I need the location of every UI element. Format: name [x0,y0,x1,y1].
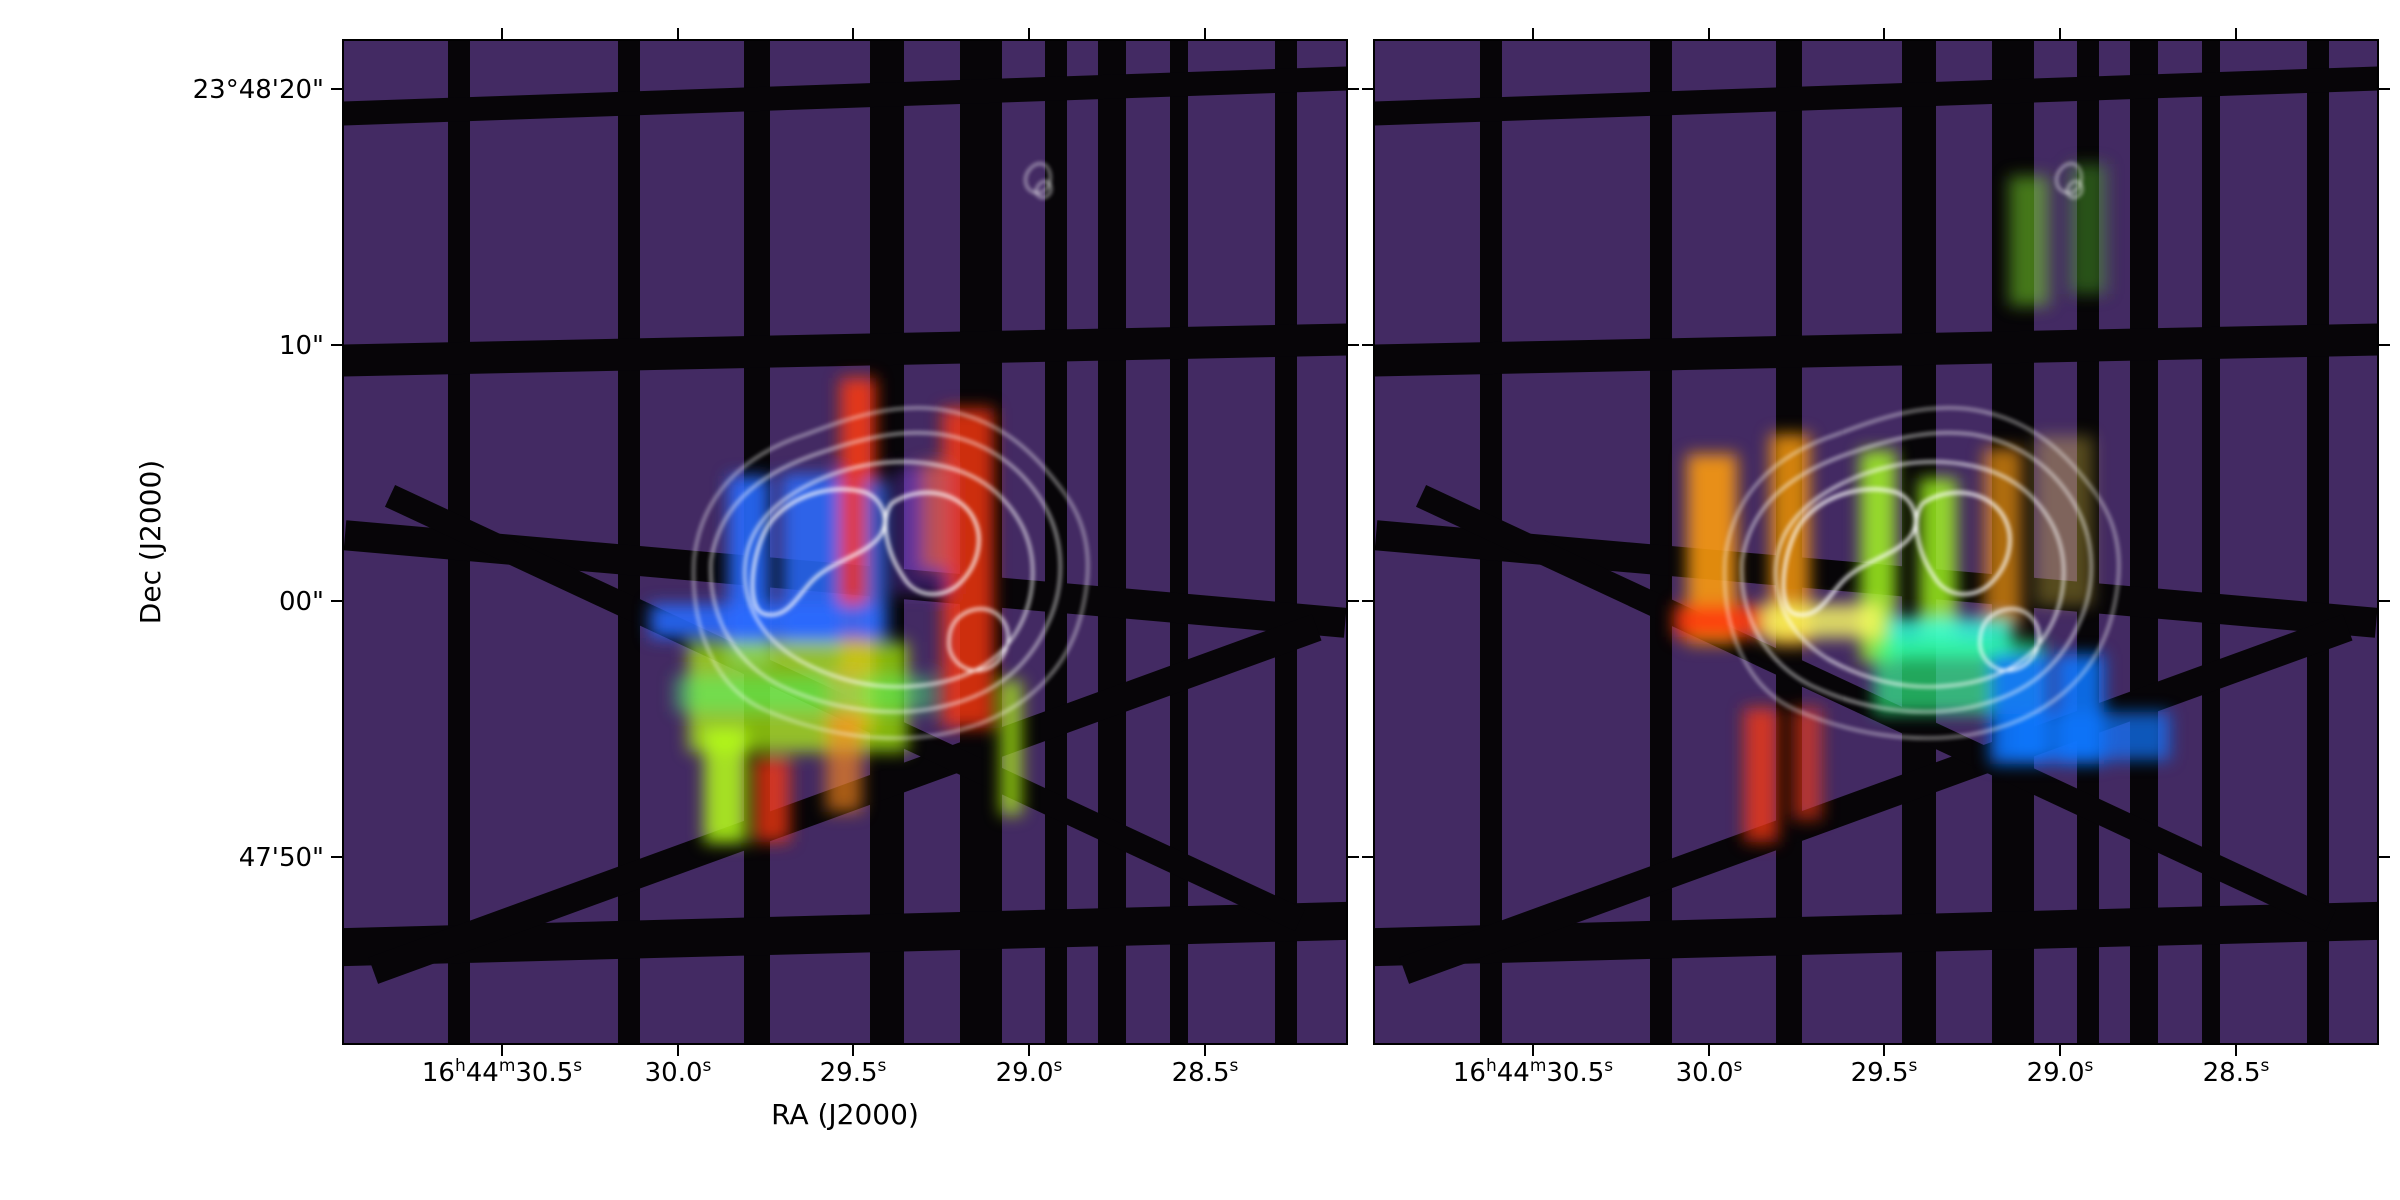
left-image-panel [343,40,1347,1044]
left-y-tick-labels: 23°48'20" 10" 00" 47'50" [193,75,324,873]
x-axis-label: RA (J2000) [771,1098,919,1131]
y-tick-4: 47'50" [239,843,324,873]
right-x-tick-4: 29.0s [2027,1056,2094,1088]
left-x-tick-2: 30.0s [645,1056,712,1088]
y-tick-3: 00" [279,587,324,617]
left-x-tick-3: 29.5s [820,1056,887,1088]
right-image-panel [1374,40,2378,1044]
right-x-tick-5: 28.5s [2203,1056,2270,1088]
right-panel-frame [1373,39,2379,1045]
left-panel-frame [342,39,1348,1045]
right-contour-overlay [1723,162,2120,739]
left-color-emission [650,378,1022,843]
left-x-tick-5: 28.5s [1172,1056,1239,1088]
right-color-emission [1674,164,2170,842]
right-x-tick-labels: 16h44m30.5s 30.0s 29.5s 29.0s 28.5s [1453,1056,2270,1088]
y-tick-2: 10" [279,331,324,361]
tick-marks [331,28,2390,1056]
left-contour-overlay [692,162,1089,739]
left-x-tick-4: 29.0s [996,1056,1063,1088]
left-x-tick-1: 16h44m30.5s [422,1056,582,1088]
left-x-tick-labels: 16h44m30.5s 30.0s 29.5s 29.0s 28.5s [422,1056,1239,1088]
y-axis-label: Dec (J2000) [134,460,167,624]
right-x-tick-2: 30.0s [1676,1056,1743,1088]
y-tick-1: 23°48'20" [193,75,324,105]
right-x-tick-3: 29.5s [1851,1056,1918,1088]
right-x-tick-1: 16h44m30.5s [1453,1056,1613,1088]
